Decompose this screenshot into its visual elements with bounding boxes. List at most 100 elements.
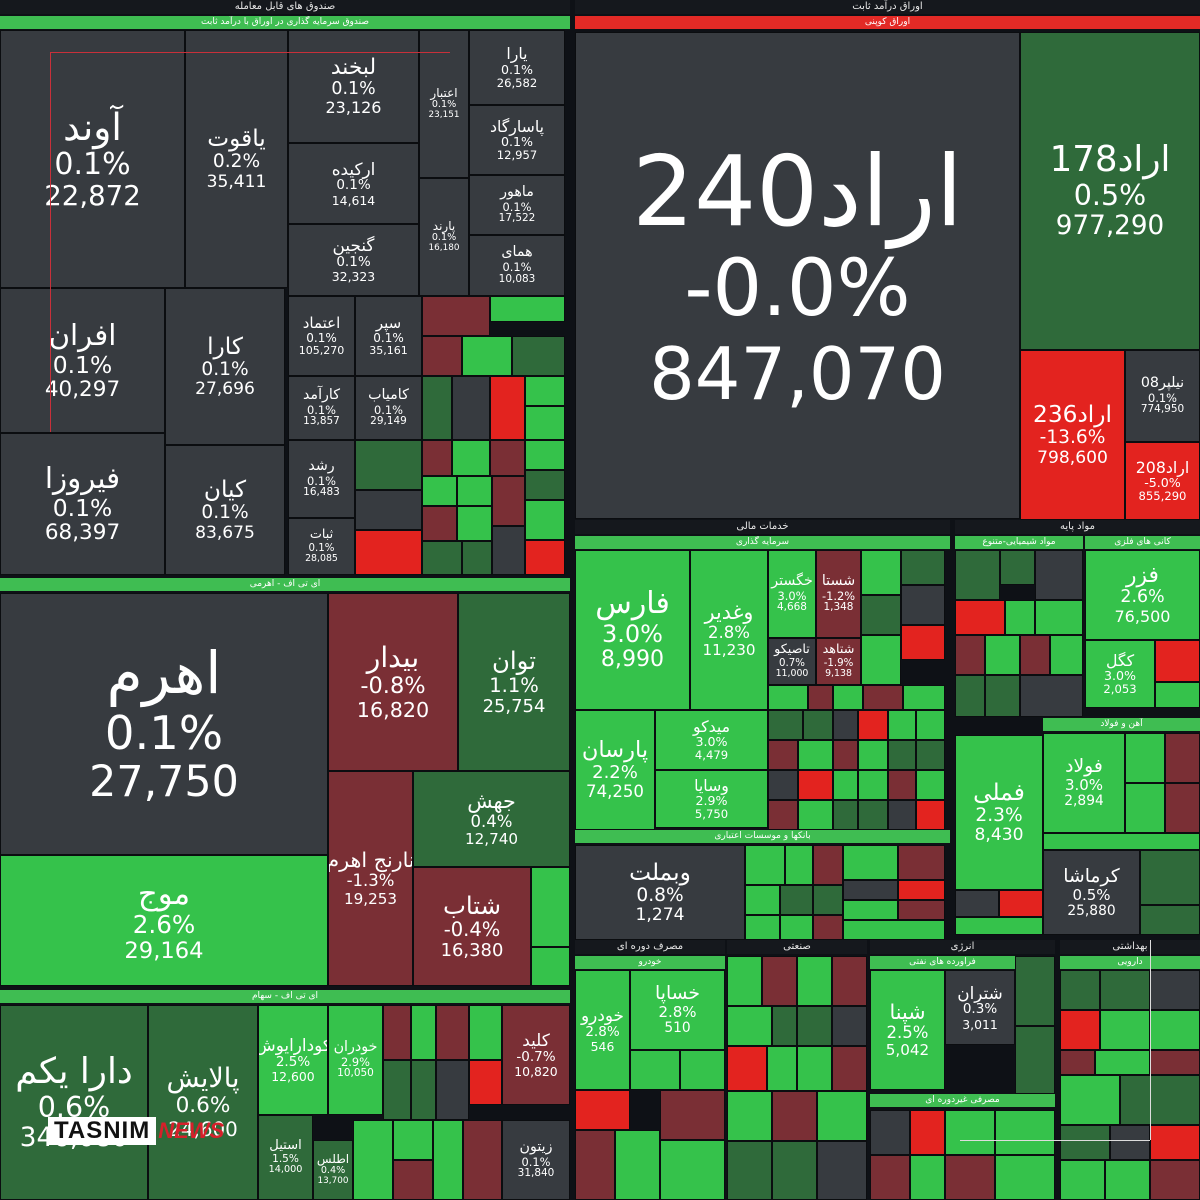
heatmap-tile[interactable]: ارکیده 0.1% 14,614 [288,143,419,224]
heatmap-cell[interactable] [1150,1160,1200,1200]
heatmap-cell[interactable] [745,845,785,885]
heatmap-cell[interactable] [463,1120,502,1200]
heatmap-cell[interactable] [525,540,565,575]
heatmap-cell[interactable] [833,685,863,710]
heatmap-cell[interactable] [469,1060,502,1105]
heatmap-cell[interactable] [870,1155,910,1200]
heatmap-cell[interactable] [462,541,492,575]
heatmap-cell[interactable] [945,1110,995,1155]
heatmap-cell[interactable] [1140,905,1200,935]
heatmap-cell[interactable] [492,476,525,526]
heatmap-cell[interactable] [490,376,525,440]
heatmap-cell[interactable] [780,915,813,940]
heatmap-cell[interactable] [660,1090,725,1140]
heatmap-cell[interactable] [469,1005,502,1060]
heatmap-tile[interactable]: افران 0.1% 40,297 [0,288,165,433]
heatmap-cell[interactable] [1060,1050,1095,1075]
heatmap-cell[interactable] [798,740,833,770]
heatmap-cell[interactable] [843,845,898,880]
heatmap-tile[interactable]: کارا 0.1% 27,696 [165,288,285,445]
heatmap-cell[interactable] [422,440,452,476]
heatmap-cell[interactable] [767,1046,797,1091]
heatmap-cell[interactable] [803,710,833,740]
heatmap-cell[interactable] [768,685,808,710]
heatmap-cell[interactable] [525,406,565,440]
heatmap-tile[interactable]: اطلس 0.4% 13,700 [313,1140,353,1200]
heatmap-tile[interactable]: خودران 2.9% 10,050 [328,1005,383,1115]
heatmap-cell[interactable] [1020,635,1050,675]
heatmap-cell[interactable] [353,1120,393,1200]
heatmap-tile[interactable]: خگستر 3.0% 4,668 [768,550,816,638]
heatmap-tile[interactable]: شپنا 2.5% 5,042 [870,970,945,1090]
heatmap-tile[interactable]: اراد236 -13.6% 798,600 [1020,350,1125,520]
heatmap-cell[interactable] [772,1006,797,1046]
heatmap-cell[interactable] [955,635,985,675]
heatmap-cell[interactable] [745,885,780,915]
heatmap-cell[interactable] [531,867,570,947]
heatmap-cell[interactable] [355,440,422,490]
heatmap-tile[interactable]: یاقوت 0.2% 35,411 [185,30,288,288]
heatmap-cell[interactable] [858,740,888,770]
heatmap-tile[interactable]: رشد 0.1% 16,483 [288,440,355,518]
heatmap-cell[interactable] [355,490,422,530]
heatmap-cell[interactable] [861,550,901,595]
heatmap-cell[interactable] [888,770,916,800]
heatmap-cell[interactable] [1100,970,1150,1010]
heatmap-cell[interactable] [422,476,457,506]
heatmap-cell[interactable] [955,550,1000,600]
heatmap-cell[interactable] [1015,1026,1055,1094]
heatmap-tile[interactable]: وبملت 0.8% 1,274 [575,845,745,940]
heatmap-tile[interactable]: جهش 0.4% 12,740 [413,771,570,867]
heatmap-tile[interactable]: وسایا 2.9% 5,750 [655,770,768,828]
heatmap-cell[interactable] [1043,833,1200,850]
heatmap-cell[interactable] [916,710,945,740]
heatmap-cell[interactable] [452,376,490,440]
heatmap-cell[interactable] [888,800,916,830]
heatmap-tile[interactable]: وغدیر 2.8% 11,230 [690,550,768,710]
heatmap-cell[interactable] [525,376,565,406]
heatmap-cell[interactable] [1165,783,1200,833]
heatmap-cell[interactable] [858,800,888,830]
heatmap-cell[interactable] [916,800,945,830]
heatmap-tile[interactable]: کلید -0.7% 10,820 [502,1005,570,1105]
heatmap-cell[interactable] [531,947,570,986]
heatmap-tile[interactable]: پارند 0.1% 16,180 [419,178,469,296]
heatmap-cell[interactable] [768,770,798,800]
heatmap-tile[interactable]: شتاب -0.4% 16,380 [413,867,531,986]
heatmap-cell[interactable] [1110,1125,1150,1160]
heatmap-cell[interactable] [727,956,762,1006]
heatmap-cell[interactable] [768,800,798,830]
heatmap-tile[interactable]: توان 1.1% 25,754 [458,593,570,771]
heatmap-tile[interactable]: کارآمد 0.1% 13,857 [288,376,355,440]
heatmap-cell[interactable] [808,685,833,710]
heatmap-cell[interactable] [772,1091,817,1141]
heatmap-cell[interactable] [512,336,565,376]
heatmap-cell[interactable] [422,506,457,541]
heatmap-cell[interactable] [995,1155,1055,1200]
heatmap-cell[interactable] [888,710,916,740]
heatmap-cell[interactable] [727,1006,772,1046]
heatmap-cell[interactable] [383,1060,411,1120]
heatmap-cell[interactable] [745,915,780,940]
heatmap-tile[interactable]: استیل 1.5% 14,000 [258,1115,313,1200]
heatmap-cell[interactable] [916,770,945,800]
heatmap-tile[interactable]: فملی 2.3% 8,430 [955,735,1043,890]
heatmap-tile[interactable]: شتاهد -1.9% 9,138 [816,638,861,685]
heatmap-tile[interactable]: ثبات 0.1% 28,085 [288,518,355,575]
heatmap-cell[interactable] [727,1091,772,1141]
heatmap-cell[interactable] [1060,1125,1110,1160]
heatmap-cell[interactable] [1155,640,1200,682]
heatmap-cell[interactable] [870,1110,910,1155]
heatmap-cell[interactable] [525,470,565,500]
heatmap-cell[interactable] [888,740,916,770]
heatmap-cell[interactable] [433,1120,463,1200]
heatmap-cell[interactable] [1050,635,1083,675]
heatmap-tile[interactable]: آوند 0.1% 22,872 [0,30,185,288]
heatmap-cell[interactable] [1015,956,1055,1026]
heatmap-cell[interactable] [457,506,492,541]
heatmap-cell[interactable] [393,1160,433,1200]
heatmap-cell[interactable] [832,1006,867,1046]
heatmap-tile[interactable]: اهرم 0.1% 27,750 [0,593,328,855]
heatmap-cell[interactable] [1140,850,1200,905]
heatmap-cell[interactable] [833,770,858,800]
